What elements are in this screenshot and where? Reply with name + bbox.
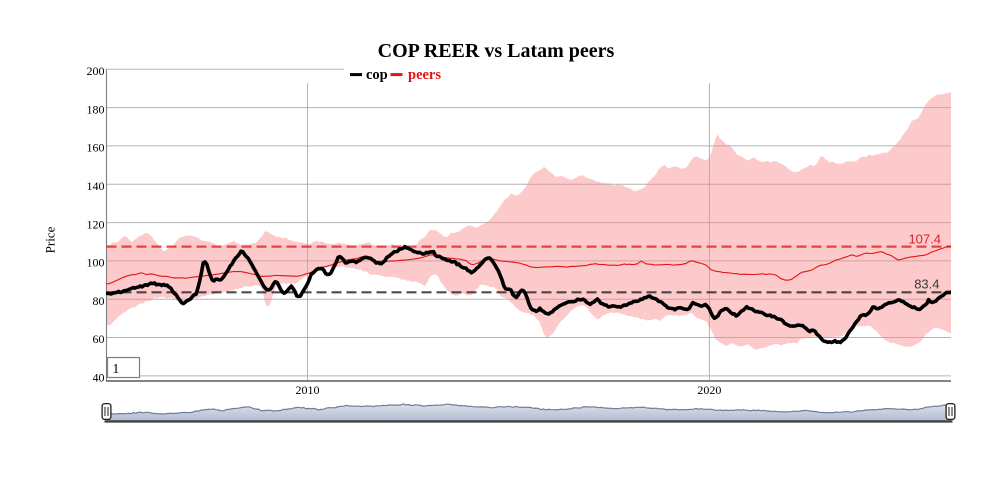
svg-text:Price: Price xyxy=(43,226,58,253)
svg-text:peers: peers xyxy=(408,67,441,83)
svg-text:40: 40 xyxy=(93,371,105,385)
svg-text:180: 180 xyxy=(87,102,105,116)
svg-text:cop: cop xyxy=(366,67,388,83)
svg-text:80: 80 xyxy=(93,294,105,308)
svg-text:200: 200 xyxy=(87,64,105,78)
svg-text:160: 160 xyxy=(87,141,105,155)
svg-text:60: 60 xyxy=(93,332,105,346)
svg-text:2010: 2010 xyxy=(296,383,320,397)
svg-text:1: 1 xyxy=(113,361,120,376)
svg-text:2020: 2020 xyxy=(697,383,721,397)
svg-text:120: 120 xyxy=(87,217,105,231)
svg-text:107.4: 107.4 xyxy=(908,232,941,247)
svg-text:100: 100 xyxy=(87,256,105,270)
svg-text:140: 140 xyxy=(87,179,105,193)
svg-text:83.4: 83.4 xyxy=(914,276,939,291)
svg-text:COP REER vs Latam peers: COP REER vs Latam peers xyxy=(378,40,615,62)
